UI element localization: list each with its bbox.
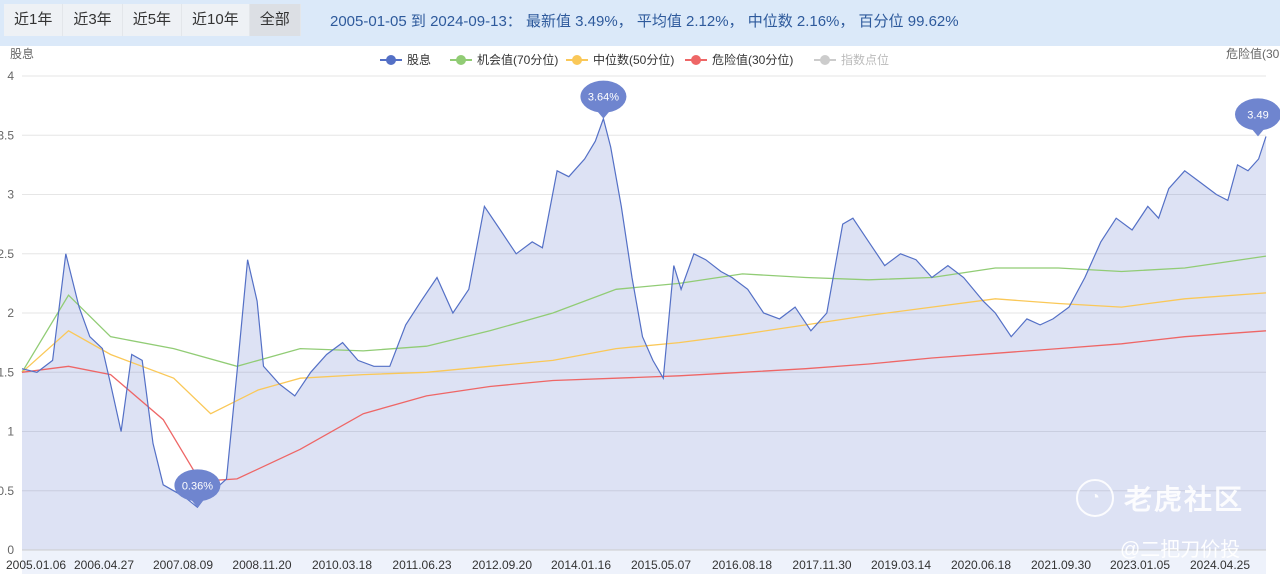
x-tick-label: 2006.04.27 — [74, 558, 134, 572]
pin-head — [1235, 98, 1280, 131]
legend-dot-icon — [572, 55, 582, 65]
value-pin: 3.64% — [580, 80, 627, 119]
pin-head — [580, 80, 627, 113]
value-pin: 0.36% — [174, 469, 221, 508]
chart-legend: 股息 机会值(70分位) 中位数(50分位) 危险值(30分位) 指数点位 — [380, 52, 889, 67]
value-pin: 3.49 — [1235, 98, 1280, 137]
watermark-brand: 老虎社区 — [1124, 484, 1245, 515]
grid-lines — [22, 75, 1266, 551]
series-line-2 — [21, 292, 1267, 415]
y-axis-label-right: 危险值(30 — [1226, 46, 1280, 61]
legend-dot-icon — [456, 55, 466, 65]
y-tick-label: 2.5 — [0, 247, 14, 261]
tab-all[interactable]: 全部 — [249, 4, 301, 36]
watermark-author: @二把刀价投 — [1120, 539, 1241, 561]
dividend-yield-chart: 股息 危险值(30 股息 机会值(70分位) 中位数(50分位) 危险值(30分位) 指… — [0, 46, 1280, 574]
x-tick-label: 2019.03.14 — [871, 558, 931, 572]
chart-series — [21, 116, 1267, 550]
x-tick-label: 2014.01.16 — [551, 558, 611, 572]
y-tick-label: 4 — [7, 69, 14, 83]
tab-3y[interactable]: 近3年 — [63, 4, 123, 36]
pin-label: 3.64% — [588, 92, 619, 104]
y-tick-label: 3 — [7, 188, 14, 202]
y-tick-label: 2 — [7, 306, 14, 320]
x-tick-label: 2012.09.20 — [472, 558, 532, 572]
watermark-logo: ◔ 老虎社区 — [1076, 478, 1244, 518]
x-tick-label: 2024.04.25 — [1190, 558, 1250, 572]
series-line-1 — [21, 255, 1267, 373]
x-tick-label: 2015.05.07 — [631, 558, 691, 572]
y-tick-label: 0 — [7, 543, 14, 557]
pin-label: 3.49 — [1247, 109, 1268, 121]
x-axis-band — [22, 550, 1266, 574]
legend-dot-icon — [820, 55, 830, 65]
legend-label: 机会值(70分位) — [477, 52, 558, 67]
tab-5y[interactable]: 近5年 — [122, 4, 183, 36]
x-tick-label: 2008.11.20 — [232, 558, 291, 572]
legend-label: 股息 — [407, 52, 431, 67]
pin-label: 0.36% — [182, 480, 213, 492]
value-markers: 3.64% 0.36% 3.49 — [174, 80, 1280, 508]
stats-summary: 2005-01-05 到 2024-09-13： 最新值 3.49%， 平均值 … — [330, 13, 959, 30]
x-tick-label: 2010.03.18 — [312, 558, 372, 572]
top-bar: 近1年 近3年 近5年 近10年 全部 2005-01-05 到 2024-09… — [0, 0, 1280, 46]
y-tick-label: 1.5 — [0, 365, 14, 379]
y-tick-label: 3.5 — [0, 128, 14, 142]
pin-head — [174, 469, 221, 502]
legend-item[interactable]: 股息 — [380, 52, 431, 67]
legend-label: 中位数(50分位) — [593, 52, 674, 67]
legend-label: 危险值(30分位) — [712, 52, 793, 67]
x-axis: 2005.01.06 2006.04.27 2007.08.09 2008.11.20… — [6, 549, 1266, 574]
tab-10y[interactable]: 近10年 — [182, 4, 250, 36]
y-tick-label: 1 — [7, 425, 14, 439]
legend-item[interactable]: 危险值(30分位) — [685, 52, 793, 67]
tiger-logo-icon: ◔ — [1076, 479, 1114, 517]
legend-item[interactable]: 指数点位 — [814, 52, 889, 67]
series-line-3 — [21, 330, 1267, 482]
legend-item[interactable]: 中位数(50分位) — [566, 52, 674, 67]
legend-label: 指数点位 — [841, 52, 889, 67]
y-axis-label-left: 股息 — [10, 46, 34, 61]
y-axis-ticks: 0 0.5 1 1.5 2 2.5 3 3.5 4 — [0, 69, 14, 557]
x-tick-label: 2016.08.18 — [712, 558, 772, 572]
range-tabs: 近1年 近3年 近5年 近10年 全部 — [4, 4, 301, 36]
tab-1y[interactable]: 近1年 — [4, 4, 64, 36]
x-tick-label: 2005.01.06 — [6, 558, 66, 572]
x-tick-label: 2020.06.18 — [951, 558, 1011, 572]
legend-dot-icon — [691, 55, 701, 65]
x-tick-label: 2023.01.05 — [1110, 558, 1170, 572]
x-tick-label: 2007.08.09 — [153, 558, 213, 572]
x-tick-label: 2021.09.30 — [1031, 558, 1091, 572]
y-tick-label: 0.5 — [0, 484, 14, 498]
yield-area — [22, 118, 1266, 550]
legend-dot-icon — [386, 55, 396, 65]
legend-item[interactable]: 机会值(70分位) — [450, 52, 558, 67]
x-tick-label: 2011.06.23 — [392, 558, 451, 572]
x-tick-label: 2017.11.30 — [792, 558, 851, 572]
